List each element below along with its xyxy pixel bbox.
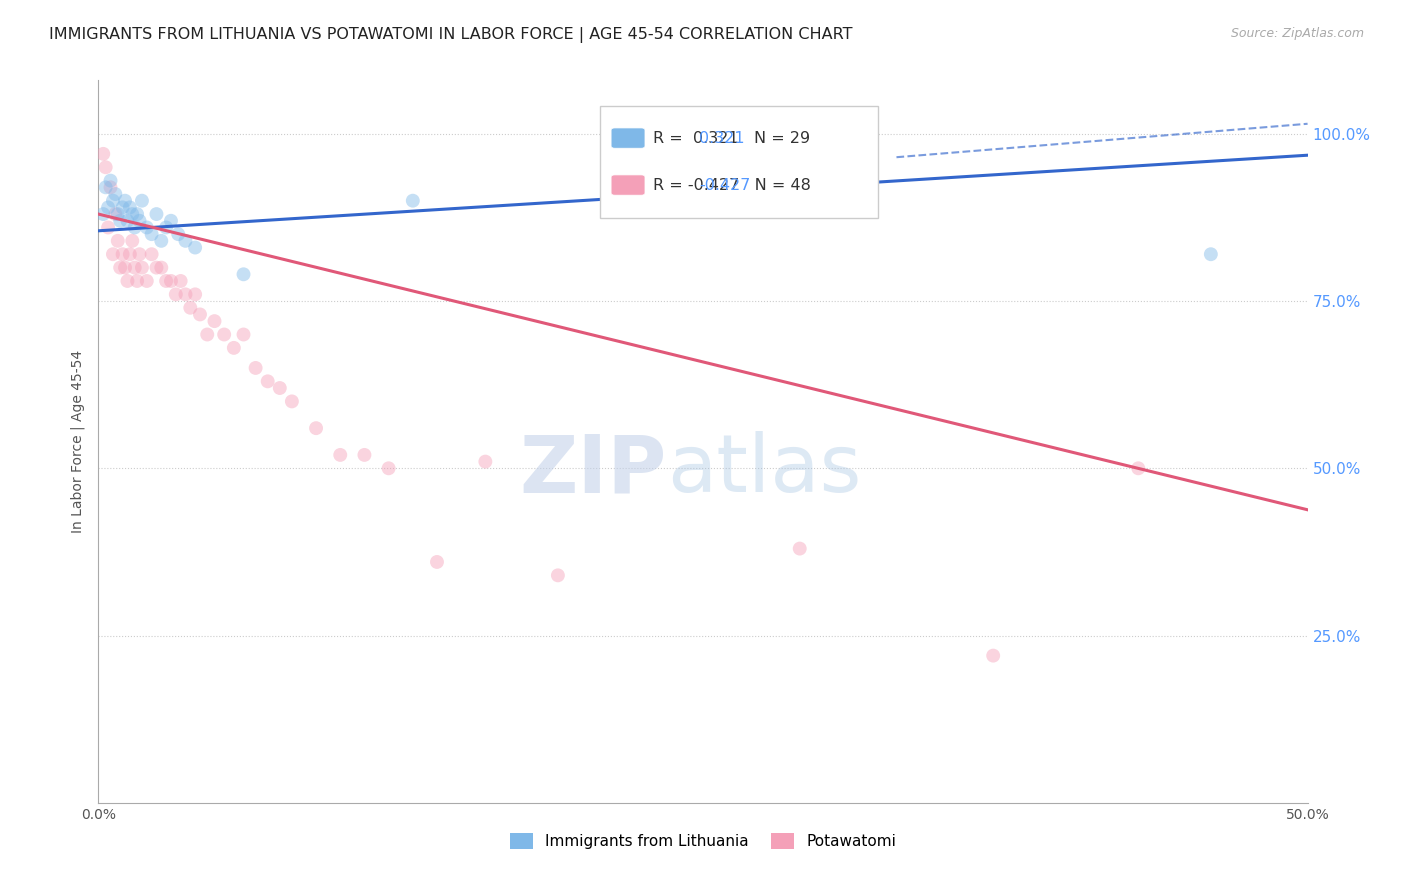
Point [245, 361, 267, 376]
Point [108, 214, 131, 228]
Point [101, 247, 124, 261]
Point [232, 327, 254, 342]
Point [111, 201, 134, 215]
Point [108, 260, 131, 275]
Point [547, 568, 569, 582]
Point [104, 207, 127, 221]
Point [188, 307, 211, 322]
Point [118, 201, 141, 215]
Point [184, 241, 207, 255]
Point [141, 227, 163, 242]
Text: R = -0.427   N = 48: R = -0.427 N = 48 [654, 178, 811, 193]
Point [155, 220, 177, 235]
Point [160, 214, 183, 228]
Text: 0.321: 0.321 [699, 130, 745, 145]
Point [353, 448, 375, 462]
Point [124, 220, 146, 235]
Legend: Immigrants from Lithuania, Potawatomi: Immigrants from Lithuania, Potawatomi [502, 825, 904, 856]
Point [97, 201, 120, 215]
Point [981, 648, 1004, 663]
Point [174, 287, 197, 301]
Point [127, 274, 149, 288]
Point [269, 381, 291, 395]
Point [97, 220, 120, 235]
Point [232, 268, 254, 282]
Point [204, 314, 226, 328]
Point [195, 327, 218, 342]
Point [91, 147, 114, 161]
Point [124, 260, 146, 275]
Point [135, 220, 157, 235]
Point [1128, 461, 1150, 475]
Text: Source: ZipAtlas.com: Source: ZipAtlas.com [1230, 27, 1364, 40]
Point [160, 274, 183, 288]
Point [135, 274, 157, 288]
Text: -0.427: -0.427 [699, 178, 751, 193]
Point [121, 207, 143, 221]
Point [145, 260, 167, 275]
Point [426, 555, 449, 569]
Point [127, 207, 149, 221]
Point [174, 234, 197, 248]
Point [107, 234, 129, 248]
Point [117, 214, 139, 228]
Point [184, 287, 207, 301]
FancyBboxPatch shape [600, 105, 879, 218]
Point [128, 214, 150, 228]
Point [94, 180, 117, 194]
Point [256, 375, 278, 389]
Point [281, 394, 304, 409]
Point [104, 187, 127, 202]
Point [305, 421, 328, 435]
Point [100, 173, 122, 188]
Point [789, 541, 811, 556]
Point [212, 327, 235, 342]
Point [114, 260, 136, 275]
Point [111, 247, 134, 261]
Point [165, 287, 187, 301]
Point [1199, 247, 1222, 261]
Point [107, 207, 129, 221]
Point [402, 194, 425, 208]
Point [179, 301, 201, 315]
Point [150, 234, 173, 248]
Point [155, 274, 177, 288]
Text: ZIP: ZIP [519, 432, 666, 509]
Point [222, 341, 245, 355]
Point [169, 274, 191, 288]
Text: atlas: atlas [666, 432, 860, 509]
Point [100, 180, 122, 194]
Point [94, 161, 117, 175]
Point [128, 247, 150, 261]
FancyBboxPatch shape [612, 175, 645, 195]
Point [167, 227, 190, 242]
Point [114, 194, 136, 208]
Point [121, 234, 143, 248]
Text: IMMIGRANTS FROM LITHUANIA VS POTAWATOMI IN LABOR FORCE | AGE 45-54 CORRELATION C: IMMIGRANTS FROM LITHUANIA VS POTAWATOMI … [49, 27, 852, 43]
Point [118, 247, 141, 261]
Point [329, 448, 352, 462]
FancyBboxPatch shape [612, 128, 645, 148]
Y-axis label: In Labor Force | Age 45-54: In Labor Force | Age 45-54 [70, 350, 86, 533]
Point [131, 194, 153, 208]
Point [141, 247, 163, 261]
Point [117, 274, 139, 288]
Point [377, 461, 399, 475]
Point [101, 194, 124, 208]
Point [131, 260, 153, 275]
Point [474, 455, 496, 469]
Point [150, 260, 173, 275]
Point [145, 207, 167, 221]
Point [91, 207, 114, 221]
Text: R =  0.321   N = 29: R = 0.321 N = 29 [654, 130, 810, 145]
